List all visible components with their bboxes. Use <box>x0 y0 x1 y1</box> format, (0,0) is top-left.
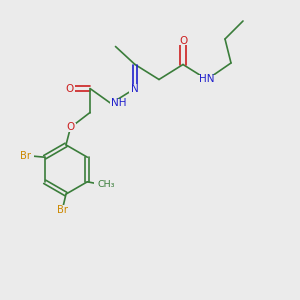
Text: NH: NH <box>111 98 126 109</box>
Text: O: O <box>179 35 187 46</box>
Text: N: N <box>131 83 139 94</box>
Bar <box>65 123 76 132</box>
Bar <box>110 99 127 108</box>
Text: HN: HN <box>199 74 215 85</box>
Bar <box>54 205 72 214</box>
Text: CH₃: CH₃ <box>98 180 115 189</box>
Bar <box>16 151 34 160</box>
Bar <box>94 180 119 189</box>
Bar <box>130 84 141 93</box>
Text: Br: Br <box>20 151 31 161</box>
Bar <box>64 84 74 93</box>
Text: O: O <box>65 83 73 94</box>
Text: Br: Br <box>58 205 68 215</box>
Bar <box>198 75 216 84</box>
Text: O: O <box>66 122 75 133</box>
Bar <box>178 36 188 45</box>
